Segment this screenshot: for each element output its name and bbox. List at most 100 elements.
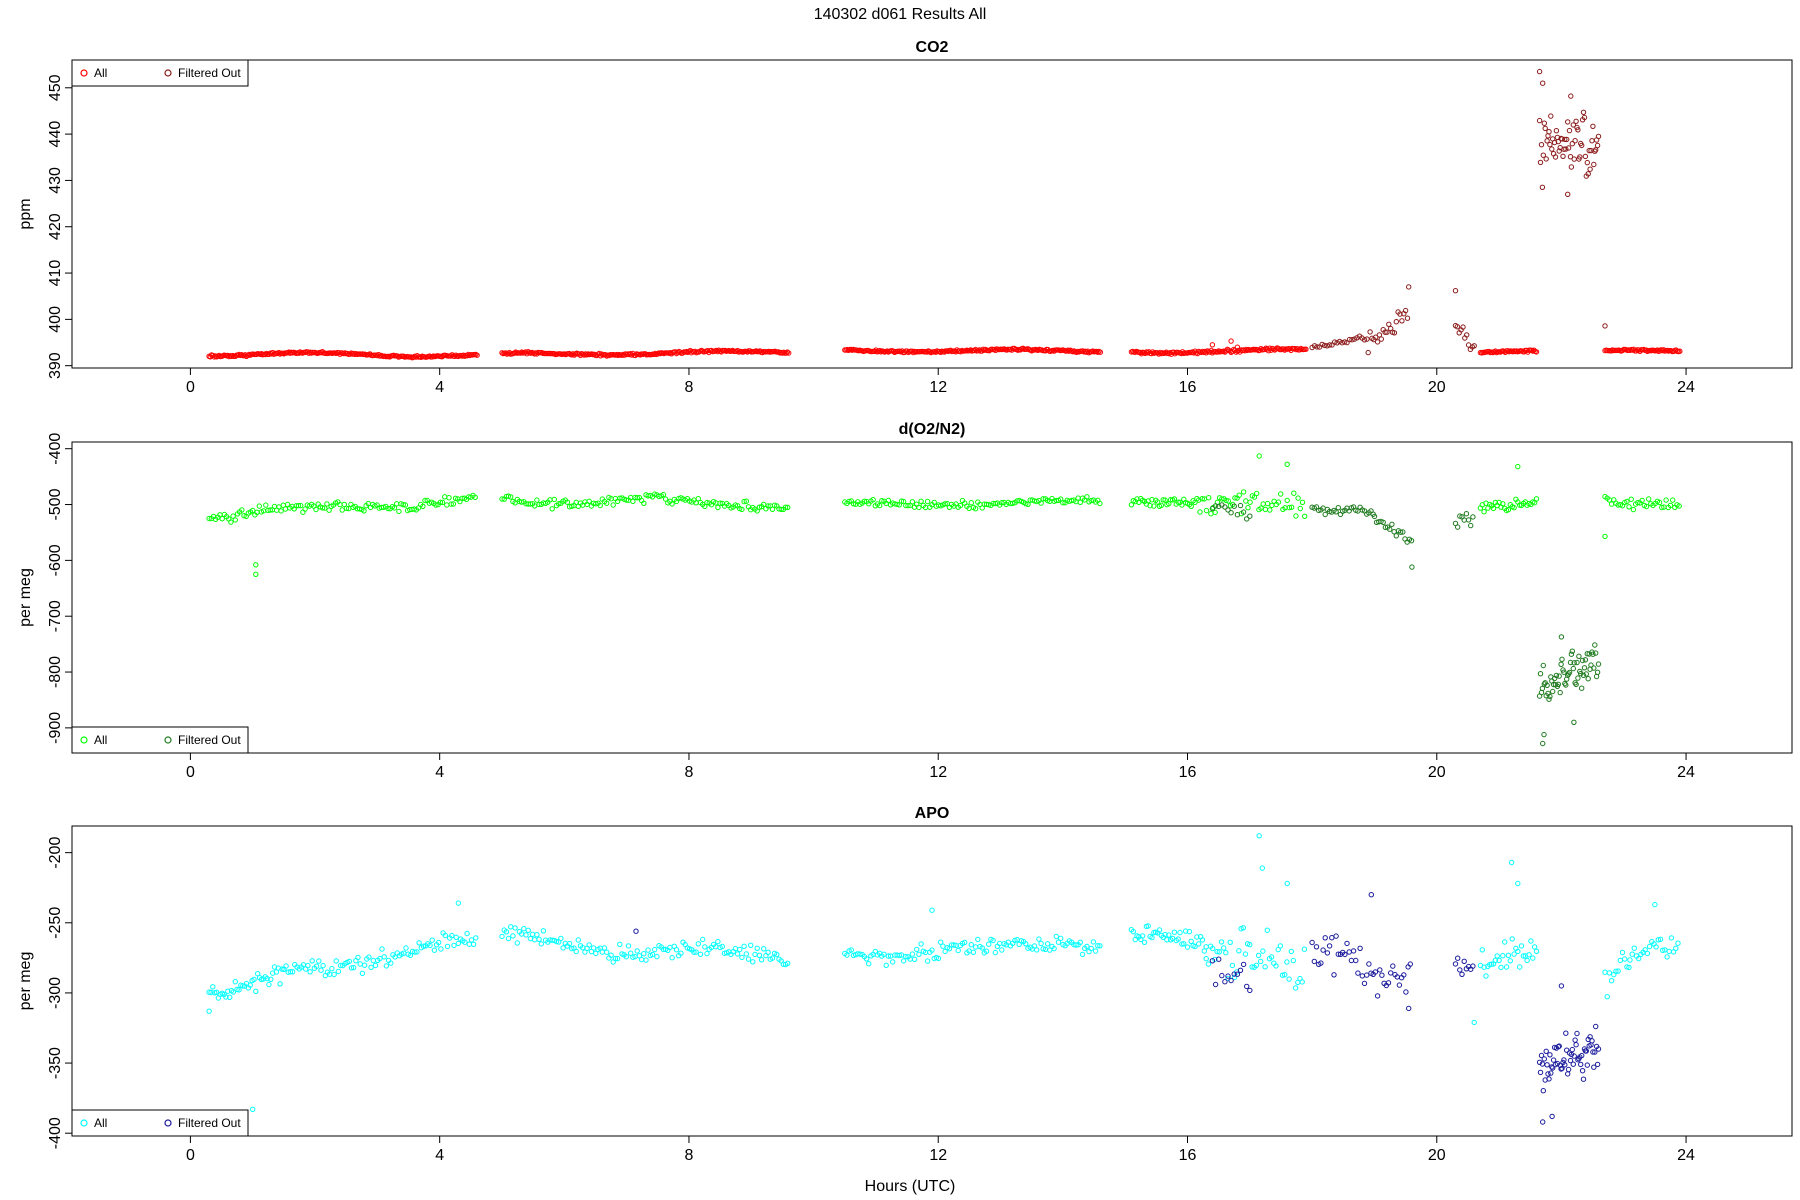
data-point [429,937,435,943]
data-point [1284,959,1290,965]
data-point [1549,1064,1555,1070]
data-point [1376,332,1383,338]
data-point [1544,1062,1550,1068]
data-point [1666,948,1672,955]
data-point [866,961,872,967]
data-point [324,501,330,507]
x-tick-label: 0 [186,1147,195,1164]
data-point [1268,954,1275,960]
data-point [319,505,326,511]
data-point [691,949,697,955]
data-point [1571,1053,1577,1059]
data-point [1541,120,1548,126]
data-point [962,939,968,946]
data-point [983,948,990,954]
data-point [1400,529,1406,535]
data-point [216,352,222,359]
data-point [1565,119,1571,125]
data-point [1199,937,1206,943]
data-point [1590,1049,1596,1055]
data-point [756,504,763,510]
data-point [1553,128,1560,134]
data-point [1188,938,1194,944]
y-tick-label: -250 [47,907,64,939]
x-tick-label: 16 [1179,764,1197,781]
data-point [608,952,614,958]
data-point [1556,1043,1562,1049]
data-point [1157,349,1163,356]
data-point [1149,349,1156,355]
data-point [1496,957,1502,963]
data-point [1377,967,1383,973]
data-point [1406,284,1412,290]
data-point [1588,662,1594,668]
data-point [1387,526,1393,532]
data-point [326,507,332,513]
data-point [1247,987,1253,994]
data-point [1673,945,1679,951]
data-point [540,928,547,934]
data-point [941,349,948,355]
data-point [951,942,957,948]
panel-2: d(O2/N2) per meg 0 4 8 12 16 20 24 -400 -500 -600 -7… [17,421,1793,781]
data-point [357,961,363,967]
data-point [1546,129,1552,135]
data-point [967,347,974,353]
data-point [1461,958,1467,964]
x-tick-label: 24 [1677,1147,1695,1164]
data-point [700,936,706,943]
data-point [1539,184,1546,191]
data-point [1646,943,1653,950]
data-point [1333,509,1339,515]
data-point [1547,1052,1553,1058]
data-point [499,933,505,940]
data-point [1350,948,1357,954]
data-point [356,506,363,512]
data-point [894,501,900,508]
plot-frame [71,825,1793,1137]
data-point [262,351,268,358]
data-point [533,350,539,356]
data-point [872,348,878,354]
data-point [1223,497,1229,504]
data-point [413,354,419,360]
data-point [431,947,438,953]
data-point [379,946,385,952]
data-point [1302,513,1308,519]
data-point [1583,671,1590,677]
data-point [1092,948,1099,954]
data-point [623,954,629,960]
data-point [1454,324,1461,330]
data-point [1297,505,1304,512]
data-point [1619,949,1626,956]
data-point [1594,669,1601,675]
data-point [1038,500,1044,506]
data-point [355,954,361,961]
data-point [702,944,708,950]
figure-x-axis-label: Hours (UTC) [865,1178,956,1195]
data-point [1384,329,1390,335]
data-point [1228,977,1234,984]
data-point [1286,504,1293,511]
data-point [1341,339,1348,345]
x-tick-label: 12 [929,764,947,781]
data-point [465,351,471,358]
data-point [1575,675,1581,681]
data-point [1515,948,1521,955]
x-tick-label: 16 [1179,379,1197,396]
data-point [1237,967,1244,973]
y-tick-label: -300 [47,977,64,1009]
data-point [610,502,616,508]
data-point [266,981,272,988]
data-point [1279,972,1286,978]
data-point [241,353,247,359]
data-point [1175,499,1181,505]
data-point [1234,344,1241,350]
data-point [573,948,579,955]
data-point [1652,901,1658,908]
data-point [1602,969,1608,975]
data-point [881,951,887,957]
data-point [208,989,214,996]
data-point [1628,496,1634,502]
data-point [1346,949,1352,955]
